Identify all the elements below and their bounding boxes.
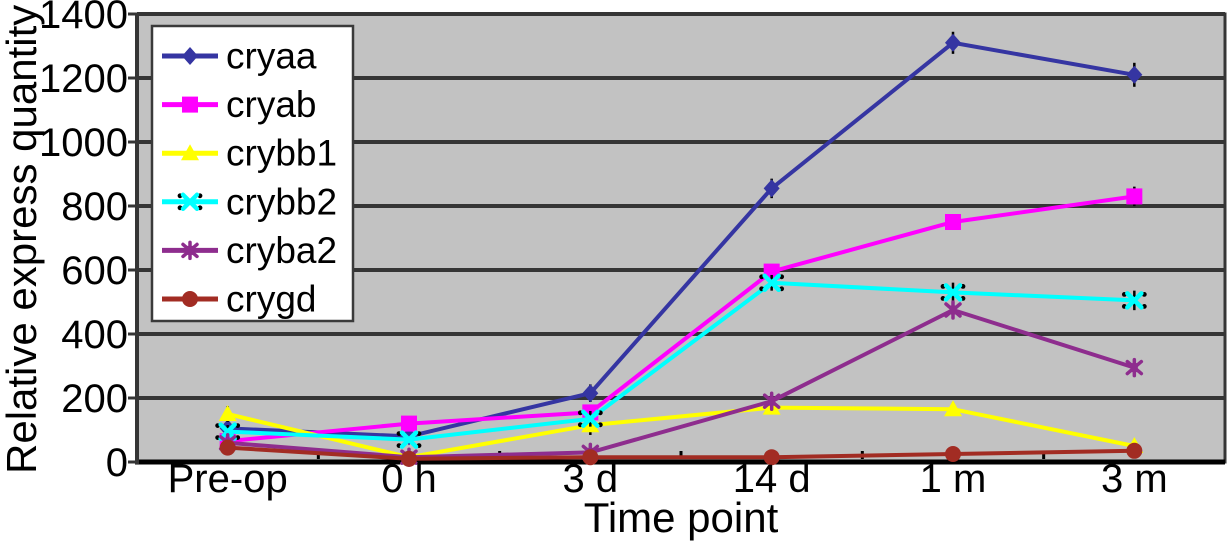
x-marker — [218, 422, 237, 441]
square-marker — [401, 415, 417, 432]
y-tick-label: 0 — [106, 441, 128, 485]
diamond-marker — [182, 47, 198, 65]
legend-label: cryba2 — [226, 230, 337, 271]
circle-marker — [401, 450, 417, 467]
y-tick-label: 1000 — [39, 121, 128, 165]
legend-label: crygd — [226, 279, 316, 320]
legend: cryaa cryab crybb1 crybb2 cryba2 crygd — [150, 24, 355, 323]
series-line-cryaa — [227, 40, 1135, 439]
x-tick-label: 1 m — [920, 457, 987, 501]
x-marker — [180, 192, 200, 212]
star-marker-core — [768, 396, 776, 406]
x-axis-title: Time point — [583, 494, 779, 541]
legend-label: cryab — [226, 84, 316, 125]
x-tick-label: 0 h — [381, 457, 437, 501]
diamond-marker — [582, 384, 599, 403]
circle-marker — [219, 439, 236, 456]
series-line-cryba2 — [227, 307, 1135, 460]
legend-label: crybb1 — [226, 133, 337, 174]
x-tick-label: Pre-op — [168, 457, 288, 501]
star-marker-core — [949, 305, 957, 315]
circle-marker — [945, 446, 961, 462]
legend-item-crybb1: crybb1 — [162, 133, 337, 174]
y-tick-label: 600 — [61, 249, 128, 293]
star-marker-core — [186, 245, 194, 255]
square-marker — [945, 214, 961, 230]
circle-marker — [1126, 442, 1143, 459]
legend-item-crygd: crygd — [162, 279, 316, 320]
series-crygd — [219, 439, 1143, 467]
series-line-cryab — [227, 194, 1135, 444]
y-tick-label: 1200 — [39, 57, 128, 101]
square-marker — [763, 263, 780, 280]
x-marker — [943, 283, 963, 302]
series-line-crybb1 — [227, 405, 1135, 460]
legend-item-cryaa: cryaa — [162, 36, 317, 77]
triangle-marker — [944, 400, 962, 417]
triangle-marker — [181, 144, 199, 161]
circle-marker — [182, 291, 198, 307]
triangle-marker — [218, 405, 237, 421]
legend-label: cryaa — [226, 36, 317, 77]
square-marker — [182, 96, 198, 113]
legend-item-cryba2: cryba2 — [162, 230, 337, 271]
diamond-marker — [1126, 65, 1143, 84]
x-marker — [399, 430, 419, 449]
diamond-marker — [945, 33, 961, 52]
series-crybb2 — [215, 273, 1147, 449]
diamond-marker — [763, 179, 780, 198]
x-tick-label: 14 d — [733, 457, 811, 501]
legend-label: crybb2 — [226, 181, 337, 222]
circle-marker — [763, 449, 780, 466]
y-tick-label: 400 — [61, 313, 128, 357]
series-line-crybb2 — [227, 280, 1135, 442]
x-marker — [762, 273, 781, 293]
star-marker-core — [1130, 363, 1138, 373]
y-tick-label: 200 — [61, 377, 128, 421]
circle-marker — [582, 449, 599, 466]
legend-item-crybb2: crybb2 — [162, 181, 337, 222]
y-tick-label: 1400 — [39, 0, 128, 37]
square-marker — [1126, 188, 1143, 205]
legend-item-cryab: cryab — [162, 84, 316, 125]
x-marker — [1125, 291, 1144, 310]
y-tick-label: 800 — [61, 185, 128, 229]
legend-box — [150, 24, 355, 323]
x-marker — [581, 409, 600, 429]
x-tick-label: 3 d — [563, 457, 619, 501]
x-tick-label: 3 m — [1101, 457, 1168, 501]
series-line-crygd — [227, 445, 1135, 461]
